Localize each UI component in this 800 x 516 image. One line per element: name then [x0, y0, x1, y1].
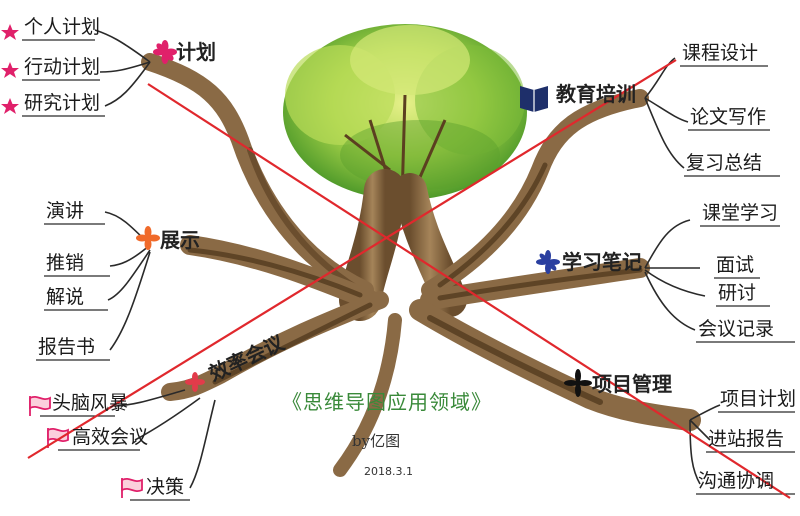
leaf-edu-review: 复习总结	[686, 152, 763, 174]
leaf-study-minutes: 会议记录	[698, 318, 775, 340]
leaf-show-report: 报告书	[38, 336, 96, 358]
leaf-project-progress: 进站报告	[708, 428, 785, 450]
hub-show: 展示	[160, 228, 200, 252]
leaf-meeting-brainstorm: 头脑风暴	[52, 392, 129, 414]
hub-project: 项目管理	[592, 372, 672, 396]
diagram-title: 《思维导图应用领域》	[282, 390, 492, 414]
leaf-connectors	[94, 29, 721, 489]
study-flower-icon	[536, 250, 560, 274]
leaf-show-sales: 推销	[46, 252, 85, 274]
leaf-study-seminar: 研讨	[718, 282, 757, 304]
leaf-show-explain: 解说	[46, 286, 85, 308]
leaf-project-communication: 沟通协调	[698, 470, 775, 492]
tree-trunk	[141, 53, 701, 477]
leaf-project-plan: 项目计划	[720, 388, 797, 410]
hub-education: 教育培训	[556, 82, 636, 106]
byline: by亿图	[352, 432, 401, 450]
leaf-meeting-efficient: 高效会议	[72, 426, 149, 448]
leaf-edu-paper: 论文写作	[690, 106, 767, 128]
leaf-meeting-decision: 决策	[146, 476, 185, 498]
leaf-study-class: 课堂学习	[702, 202, 779, 224]
flag-icon	[29, 395, 143, 498]
date-label: 2018.3.1	[364, 465, 413, 478]
hub-study: 学习笔记	[562, 250, 642, 274]
leaf-plan-research: 研究计划	[24, 92, 101, 114]
book-icon	[520, 86, 548, 112]
tree-canopy	[283, 24, 527, 201]
show-flower-icon	[136, 226, 160, 250]
plan-flower-icon	[153, 40, 177, 64]
leaf-edu-course: 课程设计	[682, 42, 759, 64]
meeting-flower-icon	[185, 372, 205, 392]
label-underlines	[22, 39, 795, 501]
red-cross-out	[27, 59, 791, 499]
project-flower-icon	[564, 369, 592, 397]
leaf-plan-personal: 个人计划	[24, 16, 101, 38]
leaf-study-interview: 面试	[716, 254, 755, 276]
star-icon	[1, 24, 19, 114]
leaf-show-speech: 演讲	[46, 200, 85, 222]
leaf-plan-action: 行动计划	[24, 56, 101, 78]
hub-plan: 计划	[176, 40, 216, 64]
